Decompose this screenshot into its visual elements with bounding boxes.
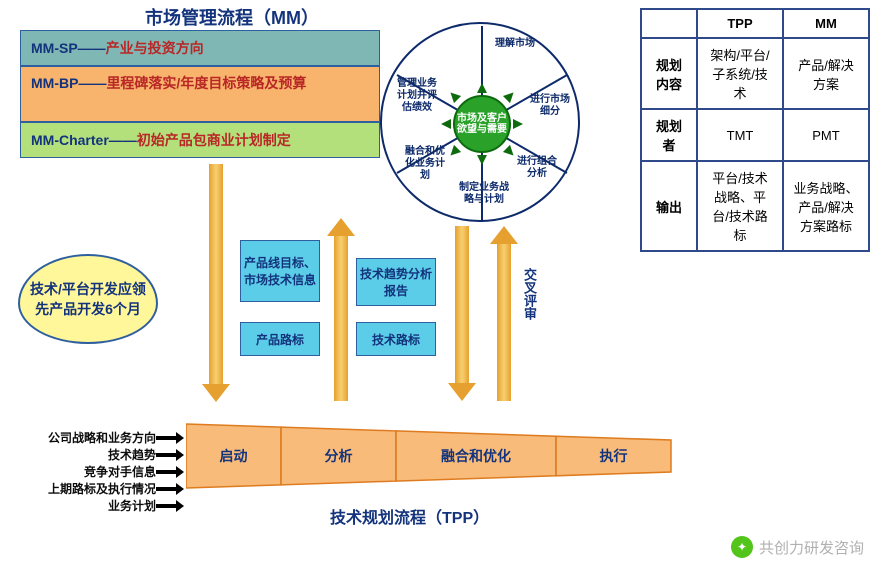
box-product-line: 产品线目标、市场技术信息 [240, 240, 320, 302]
left-input-list: 公司战略和业务方向 技术趋势 竞争对手信息 上期路标及执行情况 业务计划 [6, 430, 156, 515]
mm-sp-bar: MM-SP——产业与投资方向 [20, 30, 380, 66]
mm-bp-code: MM-BP [31, 75, 78, 91]
svg-text:启动: 启动 [220, 448, 248, 464]
mm-bp-text: 里程碑落实/年度目标策略及预算 [106, 75, 306, 91]
svg-text:融合和优化: 融合和优化 [441, 448, 511, 464]
mm-ch-text: 初始产品包商业计划制定 [137, 132, 291, 148]
left-item-1: 技术趋势 [6, 447, 156, 464]
arrow-down-2 [448, 226, 476, 401]
mm-sp-text: 产业与投资方向 [106, 40, 204, 56]
top-title: 市场管理流程（MM） [145, 4, 319, 30]
arrow-down-1 [202, 164, 230, 402]
watermark-text: 共创力研发咨询 [759, 537, 864, 558]
arrow-up-1 [327, 218, 355, 401]
mm-ch-code: MM-Charter [31, 132, 109, 148]
cloud-note: 技术/平台开发应领先产品开发6个月 [18, 254, 158, 344]
tpp-title: 技术规划流程（TPP） [330, 504, 489, 528]
watermark: ✦ 共创力研发咨询 [731, 536, 864, 558]
left-item-3: 上期路标及执行情况 [6, 481, 156, 498]
arrow-up-2 [490, 226, 518, 401]
box-tech-trend: 技术趋势分析报告 [356, 258, 436, 306]
svg-text:执行: 执行 [600, 448, 628, 464]
wheel-seg-5: 管理业务计划并评估绩效 [394, 78, 440, 114]
wheel-center: 市场及客户欲望与需要 [453, 95, 511, 153]
left-item-4: 业务计划 [6, 498, 156, 515]
mm-ch-bar: MM-Charter——初始产品包商业计划制定 [20, 122, 380, 158]
mm-bp-bar: MM-BP——里程碑落实/年度目标策略及预算 [20, 66, 380, 122]
box-product-roadmap: 产品路标 [240, 322, 320, 356]
left-item-2: 竞争对手信息 [6, 464, 156, 481]
wheel-seg-3: 制定业务战略与计划 [459, 182, 509, 206]
tpp-funnel: 启动 分析 融合和优化 执行 [186, 416, 686, 491]
cross-review-label: 交叉评审 [520, 268, 539, 320]
wheel-seg-0: 理解市场 [492, 38, 538, 50]
mm-bars: MM-SP——产业与投资方向 MM-BP——里程碑落实/年度目标策略及预算 MM… [20, 30, 380, 158]
left-item-0: 公司战略和业务方向 [6, 430, 156, 447]
wheel: 理解市场 进行市场细分 进行组合分析 制定业务战略与计划 融合和优化业务计划 管… [380, 22, 580, 222]
wheel-seg-4: 融合和优化业务计划 [402, 146, 448, 182]
mm-sp-code: MM-SP [31, 40, 78, 56]
svg-text:分析: 分析 [325, 448, 353, 464]
wheel-seg-1: 进行市场细分 [527, 94, 573, 118]
box-tech-roadmap: 技术路标 [356, 322, 436, 356]
wheel-seg-2: 进行组合分析 [514, 156, 560, 180]
comparison-table: TPPMM规划内容架构/平台/子系统/技术产品/解决方案规划者TMTPMT输出平… [640, 8, 870, 252]
wechat-icon: ✦ [731, 536, 753, 558]
left-small-arrows [156, 430, 186, 520]
